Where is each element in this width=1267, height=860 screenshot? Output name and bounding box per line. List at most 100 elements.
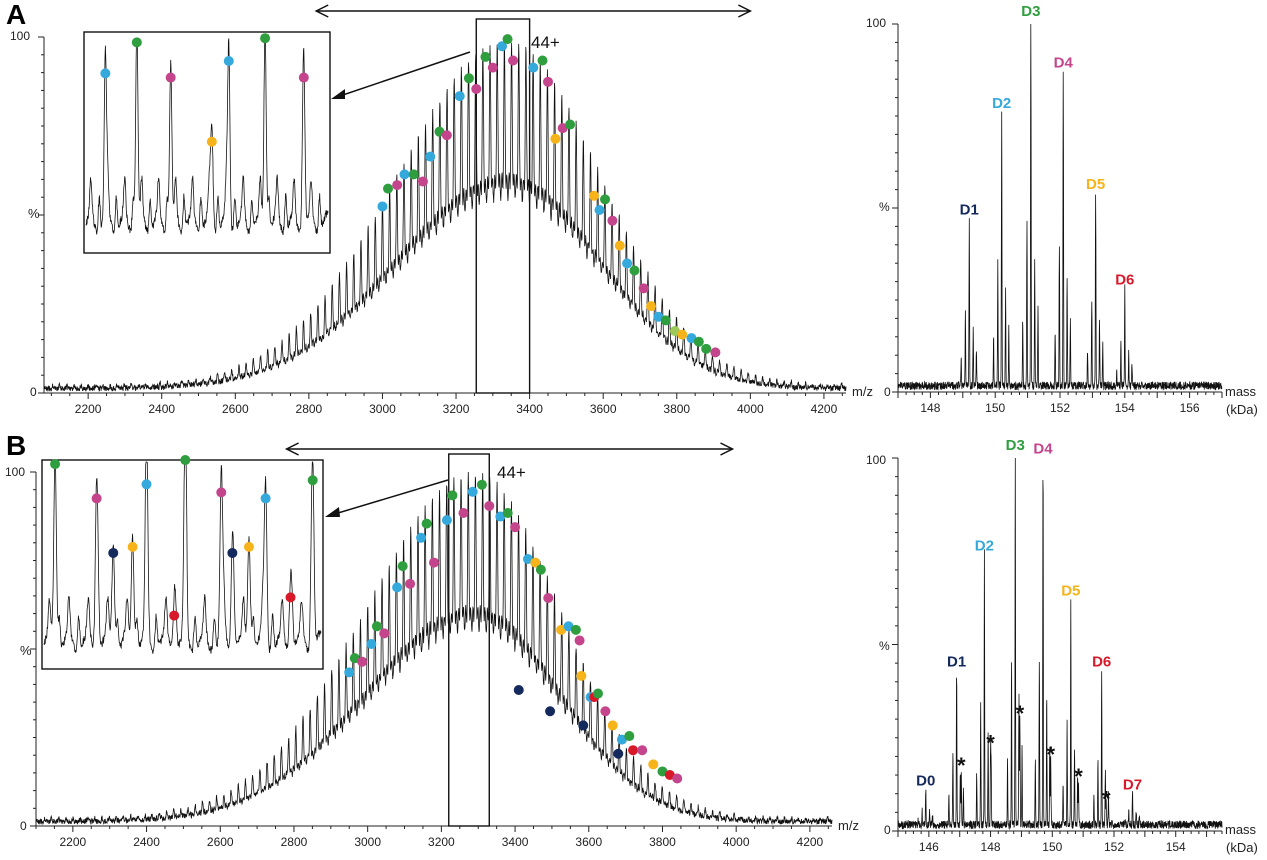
peak-marker-magenta: [600, 706, 611, 717]
x-tick-label: 146: [919, 840, 939, 854]
peak-marker-green: [408, 169, 419, 180]
x-tick-label: 2200: [60, 835, 87, 849]
panel-a-spectrum-trace: [43, 41, 847, 392]
panel-b-inset: [41, 455, 449, 670]
x-tick-label: 2800: [281, 835, 308, 849]
peak-marker-green: [535, 564, 546, 575]
panel-a-xlabel: m/z: [852, 384, 873, 399]
x-tick-label: 2600: [207, 835, 234, 849]
peak-label-d3: D3: [1021, 3, 1040, 20]
peak-marker-magenta: [471, 83, 482, 94]
range-arrow-left-head: [284, 442, 299, 456]
x-tick-label: 150: [985, 401, 1005, 415]
panel-a-highlight-window: [475, 18, 531, 394]
peak-label-d1: D1: [947, 653, 966, 670]
peak-label-d7: D7: [1123, 776, 1142, 793]
panel-b-spectrum-trace: [35, 471, 833, 826]
peak-marker-green: [570, 624, 581, 635]
panel-b-peak-markers: [344, 479, 683, 784]
peak-marker-cyan: [344, 667, 355, 678]
panel-b-dec-ylabel: %: [879, 639, 890, 653]
inset-marker-red: [285, 592, 296, 603]
inset-marker-green: [131, 37, 142, 48]
inset-marker-red: [169, 610, 180, 621]
inset-marker-green: [307, 475, 318, 486]
peak-marker-magenta: [379, 628, 390, 639]
panel-a-dec-ytick-100: 100: [866, 16, 886, 30]
panel-a-x-ticks: 2200 2400 2600 2800 3000 3200 3400 3600 3800 4000…: [38, 36, 843, 416]
peak-marker-green: [502, 34, 513, 45]
peak-marker-magenta: [637, 745, 648, 756]
peak-marker-cyan: [497, 41, 508, 52]
range-arrow-right-head: [720, 442, 735, 456]
inset-marker-magenta: [216, 487, 227, 498]
peak-marker-green: [693, 336, 704, 347]
panel-b-zoom-pointer-head: [325, 507, 340, 517]
panel-b-charge-label: 44+: [497, 463, 526, 482]
peak-marker-green: [476, 479, 487, 490]
peak-label-d4: D4: [1054, 55, 1074, 72]
x-tick-label: 2400: [133, 835, 160, 849]
panel-b-zoom-pointer: [327, 479, 449, 517]
peak-marker-magenta: [510, 522, 521, 533]
panel-a-dec-xunit: (kDa): [1226, 402, 1258, 417]
peak-marker-magenta: [710, 347, 721, 358]
panel-b-dec-ytick-100: 100: [866, 453, 886, 467]
peak-marker-green: [660, 315, 671, 326]
peak-marker-cyan: [366, 639, 377, 649]
inset-marker-cyan: [100, 68, 111, 79]
panel-b-dec-ytick-0: 0: [884, 823, 891, 837]
inset-marker-green: [180, 455, 191, 466]
peak-marker-green: [592, 688, 603, 699]
x-tick-label: 3000: [369, 402, 396, 416]
x-tick-label: 2200: [75, 402, 102, 416]
inset-marker-orange: [127, 541, 138, 552]
panel-b: B 100 0 % m/z 2200 2400 2600 2800 3000 3200 34…: [5, 430, 1258, 855]
inset-marker-magenta: [91, 493, 102, 504]
panel-a-zoom-pointer: [333, 51, 471, 99]
peak-marker-magenta: [508, 55, 519, 66]
panel-b-inset-trace: [43, 461, 322, 654]
peak-marker-magenta: [672, 773, 683, 784]
x-tick-label: 148: [920, 401, 940, 415]
panel-b-range-arrow: [284, 442, 735, 456]
peak-marker-cyan: [594, 205, 605, 215]
peak-marker-orange: [588, 190, 599, 201]
x-tick-label: 3400: [502, 835, 529, 849]
peak-marker-green: [537, 55, 548, 66]
panel-b-dec-xlabel: mass: [1225, 822, 1257, 837]
peak-marker-cyan: [377, 201, 388, 212]
peak-marker-cyan: [441, 515, 452, 526]
x-tick-label: 2400: [148, 402, 175, 416]
panel-b-ytick-0: 0: [20, 819, 27, 833]
inset-marker-navy: [227, 547, 238, 558]
x-tick-label: 154: [1166, 840, 1186, 854]
peak-marker-orange: [576, 670, 587, 681]
peak-marker-navy: [513, 685, 524, 696]
peak-marker-red: [628, 745, 638, 756]
inset-marker-green: [50, 459, 61, 470]
peak-marker-green: [421, 518, 432, 529]
peak-marker-cyan: [399, 169, 410, 180]
side-peak-marker: *: [986, 731, 995, 756]
peak-label-d0: D0: [916, 773, 935, 790]
peak-marker-magenta: [429, 557, 439, 568]
panel-b-deconvoluted: 100 % 0 mass (kDa) 146 148 150 152 154 D0D1D…: [866, 437, 1258, 855]
x-tick-label: 4200: [797, 835, 824, 849]
peak-marker-green: [502, 508, 513, 519]
panel-a-ytick-100: 100: [10, 29, 30, 43]
peak-marker-cyan: [528, 62, 539, 73]
peak-marker-green: [624, 731, 635, 742]
panel-a-inset-trace: [85, 37, 329, 236]
peak-marker-cyan: [622, 258, 633, 269]
x-tick-label: 148: [981, 840, 1001, 854]
peak-label-d5: D5: [1061, 582, 1080, 599]
peak-label-d4: D4: [1033, 441, 1053, 458]
peak-marker-cyan: [416, 532, 427, 543]
peak-marker-green: [463, 73, 474, 84]
peak-marker-cyan: [467, 486, 478, 497]
peak-marker-navy: [578, 720, 589, 731]
range-arrow-left-head: [314, 4, 329, 18]
x-tick-label: 3200: [443, 402, 470, 416]
